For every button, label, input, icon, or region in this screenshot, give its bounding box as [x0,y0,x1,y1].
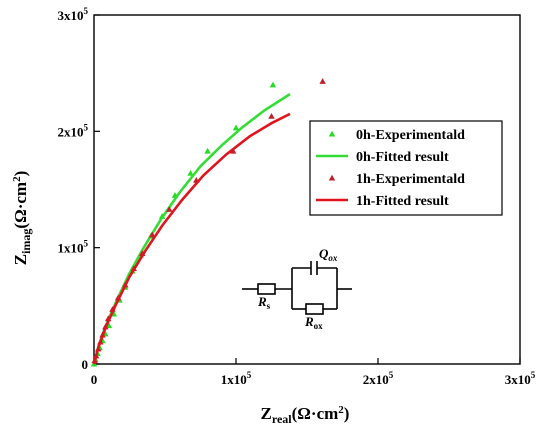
legend-label: 1h-Fitted result [356,194,449,209]
x-tick-label: 2x105 [363,370,394,387]
equivalent-circuit-inset [242,261,352,315]
rs-resistor [257,283,276,295]
y-axis-title: Zimag(Ω·cm2) [11,171,33,266]
legend: 0h-Experimentald 0h-Fitted result 1h-Exper… [309,120,503,216]
legend-swatch [328,174,336,181]
series-0 [90,81,277,367]
x-tick-label: 0 [91,372,98,387]
series-3 [92,112,291,365]
data-point [204,147,211,154]
data-point [187,170,194,176]
legend-label: 0h-Fitted result [356,150,449,165]
x-axis-title: Zreal(Ω·cm2) [261,404,350,426]
axis-ticks: 0 1x105 2x105 3x105 0 1x105 2x105 3x105 [58,6,536,387]
qox-label: Qox [319,246,338,263]
fit-line [92,93,291,365]
data-point [232,124,240,131]
legend-label: 1h-Experimentald [356,172,465,187]
data-point [268,113,275,119]
y-tick-label: 0 [82,357,89,372]
y-tick-label: 2x105 [58,122,89,139]
data-point [319,78,326,84]
rox-resistor [305,303,324,315]
plot-area [93,14,521,365]
x-tick-label: 3x105 [505,370,536,387]
fit-line [92,112,291,365]
series-1 [92,93,291,365]
chart-marks [90,78,326,367]
rox-label: Rox [304,314,323,331]
series-2 [91,78,326,364]
y-tick-label: 3x105 [58,6,89,23]
legend-label: 0h-Experimentald [356,128,465,143]
y-tick-label: 1x105 [58,239,89,256]
x-tick-label: 1x105 [221,370,252,387]
data-point [166,206,173,212]
legend-swatch [328,130,336,137]
plot-border [93,14,521,365]
data-point [269,81,277,88]
rs-label: Rs [257,294,271,311]
